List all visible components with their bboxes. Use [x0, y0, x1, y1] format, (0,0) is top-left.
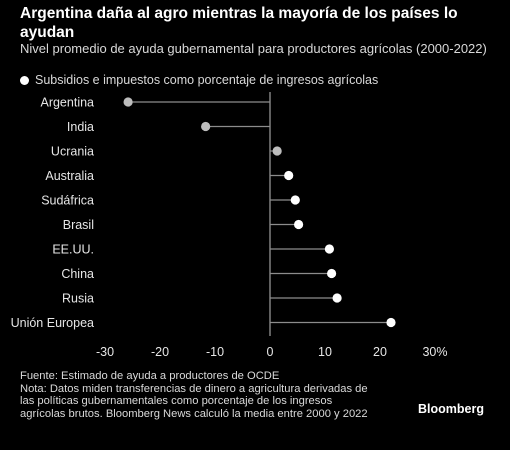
category-label: Sudáfrica [41, 194, 94, 208]
data-point [386, 317, 396, 328]
data-point [324, 244, 334, 254]
x-tick-label: 0 [267, 345, 274, 359]
chart-subtitle: Nivel promedio de ayuda gubernamental pa… [20, 41, 487, 56]
x-tick-label: 20 [373, 345, 387, 359]
data-point [294, 219, 304, 230]
data-point [290, 195, 300, 205]
x-tick-label: -30 [96, 345, 114, 359]
category-label: EE.UU. [52, 243, 94, 257]
legend: Subsidios e impuestos como porcentaje de… [20, 73, 378, 87]
source-note: Fuente: Estimado de ayuda a productores … [20, 370, 280, 382]
category-label: Ucrania [51, 145, 94, 159]
category-label: Australia [45, 169, 94, 183]
data-point [272, 146, 282, 156]
category-label: Argentina [40, 96, 94, 110]
x-tick-label: 30% [422, 345, 447, 359]
data-point [201, 121, 211, 132]
data-point [284, 170, 294, 181]
data-point [332, 293, 342, 303]
legend-marker-icon [20, 75, 29, 85]
footer-notes: Fuente: Estimado de ayuda a productores … [20, 370, 380, 420]
x-tick-label: -10 [206, 345, 224, 359]
category-label: India [67, 120, 94, 134]
category-label: Brasil [63, 218, 94, 232]
bloomberg-logo: Bloomberg [418, 402, 484, 416]
chart-title: Argentina daña al agro mientras la mayor… [20, 5, 458, 41]
legend-label: Subsidios e impuestos como porcentaje de… [35, 73, 379, 87]
category-label: Rusia [62, 292, 94, 306]
category-label: Unión Europea [11, 316, 94, 330]
methodology-note: Nota: Datos miden transferencias de dine… [20, 382, 368, 420]
data-point [123, 97, 133, 107]
data-point [327, 268, 337, 279]
x-tick-label: 10 [318, 345, 332, 359]
dot-chart: Argentina India Ucrania Australia Sudáfrica B… [11, 92, 448, 359]
x-tick-label: -20 [151, 345, 169, 359]
category-label: China [61, 267, 94, 281]
